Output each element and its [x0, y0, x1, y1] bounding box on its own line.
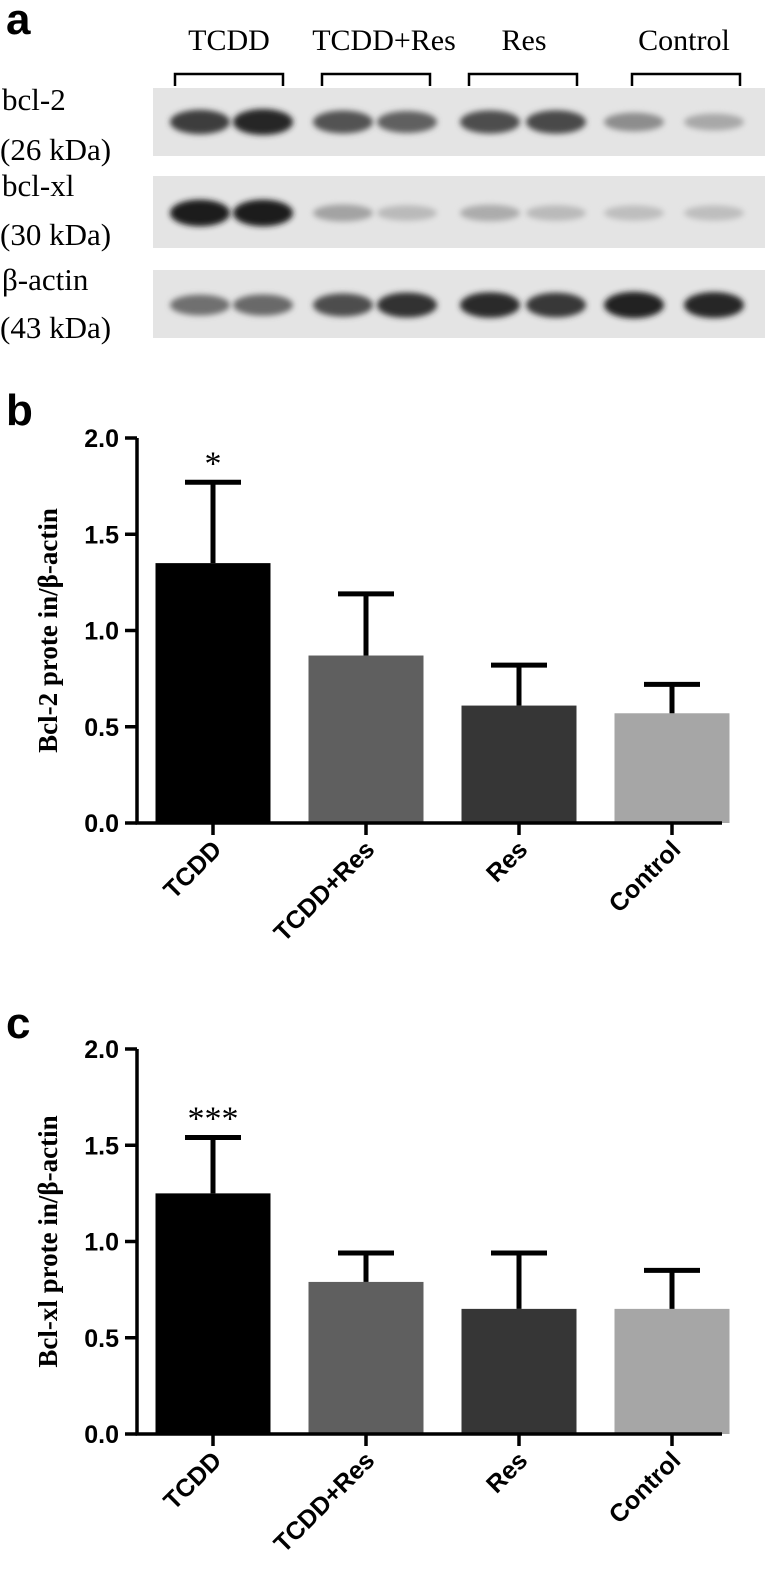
blot-band: [460, 110, 520, 134]
group-label-res: Res: [502, 24, 547, 57]
chart-bcl2: * 0.0 0.5 1.0 1.5 2.0 TCDD TCDD+Res Res Control Bc…: [33, 425, 730, 947]
bar-control: [614, 713, 730, 823]
significance-marker: ***: [188, 1101, 239, 1138]
y-tick-label: 0.0: [84, 1421, 119, 1449]
panel-letter-a: a: [6, 0, 31, 44]
blot-labels: bcl-2 (26 kDa) bcl-xl (30 kDa) β-actin (…: [0, 82, 111, 345]
blot-band: [377, 111, 437, 133]
blot-band: [526, 292, 586, 318]
blot-strip-0: [153, 88, 765, 156]
error-bar: [644, 1267, 700, 1309]
y-tick-label: 2.0: [84, 1036, 119, 1064]
blot-band: [233, 108, 293, 136]
blot-band: [313, 110, 373, 134]
blot-band: [313, 204, 373, 222]
blot-strip-1: [153, 176, 765, 248]
error-bar: [491, 1250, 547, 1309]
group-label-tcdd: TCDD: [188, 24, 270, 57]
blot-band: [604, 291, 664, 319]
blot-group-labels: TCDD TCDD+Res Res Control: [188, 24, 730, 57]
blot-band: [170, 199, 230, 227]
x-tick-label: Control: [604, 1446, 687, 1529]
panel-letter-c: c: [6, 999, 30, 1048]
bracket-res: [467, 72, 579, 86]
blot-band: [377, 292, 437, 318]
blot-band: [460, 204, 520, 222]
y-tick-label: 1.0: [84, 618, 119, 646]
blot-band: [684, 291, 744, 319]
x-tick-label: Res: [481, 835, 533, 887]
blot-label-bactin: β-actin: [2, 262, 89, 297]
group-label-control: Control: [638, 24, 730, 57]
blot-strip-2: [153, 270, 765, 338]
bar-res: [461, 705, 577, 823]
x-tick-label: TCDD+Res: [269, 835, 381, 947]
blot-band: [233, 199, 293, 227]
x-tick-label: Res: [481, 1446, 533, 1498]
blot-label-bcl2: bcl-2: [2, 82, 66, 117]
bar-tcdd: [155, 563, 271, 823]
significance-marker: *: [205, 445, 222, 482]
blot-size-bcl2: (26 kDa): [0, 132, 111, 167]
y-tick-label: 2.0: [84, 425, 119, 453]
bar-tcdd-res: [308, 655, 424, 823]
bar-tcdd: [155, 1193, 271, 1434]
blot-band: [684, 113, 744, 131]
y-tick-label: 0.5: [84, 1325, 119, 1353]
error-bar: [338, 591, 394, 656]
western-blot-strips: [153, 88, 765, 338]
x-tick-label: TCDD+Res: [269, 1446, 381, 1558]
blot-band: [604, 205, 664, 221]
blot-band: [233, 294, 293, 316]
y-tick-label: 1.5: [84, 521, 119, 549]
bar-res: [461, 1308, 577, 1434]
blot-band: [460, 292, 520, 318]
blot-band: [526, 205, 586, 221]
bar-tcdd-res: [308, 1281, 424, 1434]
y-axis-label: Bcl-xl prote in/β-actin: [33, 1115, 63, 1367]
blot-band: [377, 205, 437, 221]
error-bar: [185, 479, 241, 564]
blot-size-bactin: (43 kDa): [0, 310, 111, 345]
error-bar: [491, 662, 547, 706]
bracket-control: [630, 72, 742, 86]
blot-band: [313, 293, 373, 317]
error-bar: [185, 1135, 241, 1194]
y-axis-label: Bcl-2 prote in/β-actin: [33, 508, 63, 753]
y-tick-label: 0.5: [84, 714, 119, 742]
blot-size-bclxl: (30 kDa): [0, 217, 111, 252]
y-tick-label: 1.0: [84, 1229, 119, 1257]
bar-control: [614, 1308, 730, 1434]
error-bar: [644, 681, 700, 714]
bracket-tcdd: [173, 72, 285, 86]
blot-band: [684, 205, 744, 221]
error-bar: [338, 1250, 394, 1282]
blot-band: [170, 294, 230, 316]
blot-label-bclxl: bcl-xl: [2, 168, 74, 203]
blot-band: [604, 112, 664, 132]
group-brackets: [173, 72, 742, 86]
blot-band: [526, 110, 586, 134]
y-tick-label: 0.0: [84, 810, 119, 838]
x-tick-label: Control: [604, 835, 687, 918]
panel-letter-b: b: [6, 386, 33, 435]
blot-band: [170, 109, 230, 135]
chart-bclxl: *** 0.0 0.5 1.0 1.5 2.0 TCDD TCDD+Res Res Control…: [33, 1036, 730, 1558]
group-label-tcdd-res: TCDD+Res: [312, 24, 456, 57]
y-tick-label: 1.5: [84, 1132, 119, 1160]
bracket-tcdd-res: [320, 72, 432, 86]
x-tick-label: TCDD: [158, 1446, 227, 1515]
x-tick-label: TCDD: [158, 835, 227, 904]
